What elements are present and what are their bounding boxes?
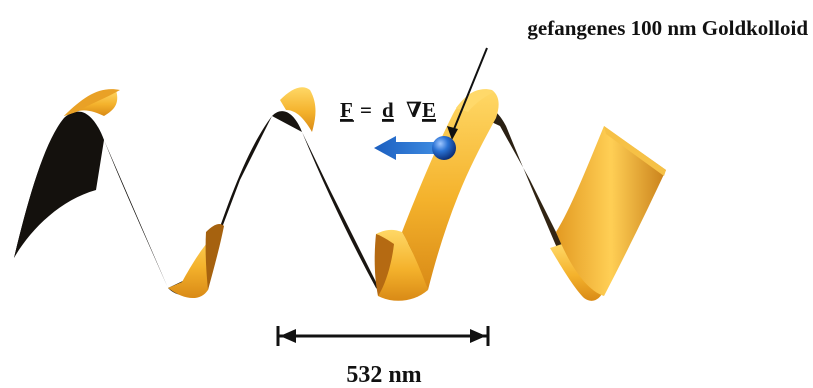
- wave-surface: [14, 87, 666, 301]
- formula-equals: =: [360, 98, 372, 122]
- particle-label: gefangenes 100 nm Goldkolloid: [527, 16, 808, 40]
- formula-nabla: ∇: [406, 98, 422, 122]
- wave-left-edge: [14, 113, 104, 258]
- wave-trough-1-shade: [205, 224, 224, 290]
- wave-back-face: [14, 105, 598, 295]
- wave-crest-3-top: [456, 89, 494, 112]
- formula-field: E: [422, 98, 436, 122]
- force-arrow-icon: [374, 136, 436, 160]
- wave-crest-2: [280, 87, 316, 132]
- force-formula: F = d ∇ E: [340, 98, 436, 122]
- particle-pointer-line: [451, 47, 488, 135]
- scale-bar-icon: [276, 326, 490, 346]
- wave-trough-2-shade: [374, 234, 394, 296]
- formula-dipole: d: [382, 98, 394, 122]
- wave-crest-1-top: [64, 89, 120, 116]
- gold-colloid-sphere-icon: [432, 136, 456, 160]
- wave-crest-3: [402, 89, 499, 290]
- wave-right-panel: [556, 126, 666, 296]
- particle-pointer-head: [447, 126, 458, 140]
- scale-label: 532 nm: [346, 362, 421, 388]
- formula-force: F: [340, 98, 353, 122]
- wave-right-panel-edge: [604, 126, 666, 176]
